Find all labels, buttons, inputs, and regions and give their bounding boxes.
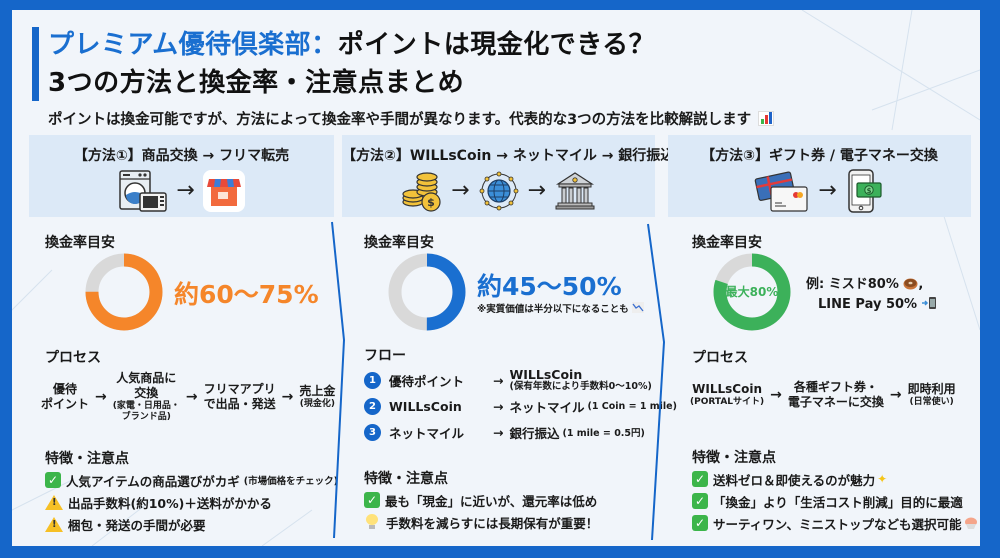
- arrow-right-icon: →: [95, 388, 107, 405]
- rate-label: 換金率目安: [364, 235, 434, 251]
- gift-card-credit-card-icon: [754, 171, 808, 212]
- chart-decreasing-icon: [632, 302, 645, 313]
- process-step: フリマアプリ で出品・発送: [203, 381, 276, 411]
- feature-item: ✓ サーティワン、ミニストップなども選択可能: [692, 512, 978, 534]
- bank-icon: [555, 172, 595, 210]
- features-label: 特徴・注意点: [692, 450, 776, 466]
- bar-chart-icon: [758, 111, 775, 126]
- arrow-right-icon: →: [493, 398, 504, 414]
- flow-label: フロー: [364, 348, 406, 364]
- svg-text:$: $: [427, 196, 435, 209]
- step-number-badge: 2: [364, 397, 381, 415]
- features-list: ✓ 最も「現金」に近いが、還元率は低め 手数料を減らすには長期保有が重要！: [364, 489, 598, 533]
- rate-value: 約45〜50%: [477, 272, 622, 301]
- process-label: プロセス: [692, 350, 748, 366]
- method-3-title: 【方法③】ギフト券 / 電子マネー交換: [701, 148, 938, 164]
- process-label: プロセス: [45, 350, 101, 366]
- step-number-badge: 3: [364, 423, 381, 441]
- method-1-header: 【方法①】商品交換 → フリマ転売 →: [29, 135, 334, 217]
- rate-value: 約60〜75%: [174, 280, 319, 309]
- subtitle: ポイントは換金可能ですが、方法によって換金率や手間が異なります。代表的な3つの方…: [48, 108, 775, 129]
- process-step: 各種ギフト券・ 電子マネーに交換: [787, 380, 884, 409]
- examples: 例: ミスド80% , LINE Pay 50%: [806, 275, 937, 315]
- check-icon: ✓: [364, 492, 380, 508]
- arrow-right-icon: →: [527, 178, 546, 203]
- method-1-title: 【方法①】商品交換 → フリマ転売: [73, 148, 290, 164]
- arrow-right-icon: →: [493, 372, 504, 388]
- arrow-right-icon: →: [451, 178, 470, 203]
- smartphone-money-icon: $: [847, 169, 882, 213]
- process-flow: 優待 ポイント → 人気商品に 交換 (家電・日用品・ ブランド品) → フリマアプリで…: [41, 371, 335, 423]
- subtitle-text: ポイントは換金可能ですが、方法によって換金率や手間が異なります。代表的な3つの方…: [48, 112, 752, 128]
- flow-step: 1 優待ポイント → WILLsCoin (保有年数により手数料0〜10%): [364, 367, 677, 393]
- features-label: 特徴・注意点: [364, 471, 448, 487]
- features-list: ✓ 送料ゼロ＆即使えるのが魅力 ✦ ✓ 「換金」より「生活コスト削減」目的に最適…: [692, 468, 978, 534]
- washing-machine-microwave-icon: [119, 170, 168, 212]
- process-step: WILLsCoin (PORTALサイト): [690, 382, 765, 408]
- title-question: ポイントは現金化できる？: [337, 30, 656, 60]
- process-step: 売上金 (現金化): [299, 383, 336, 409]
- arrow-right-icon: →: [281, 388, 294, 405]
- title-line-2: 3つの方法と換金率・注意点まとめ: [48, 68, 465, 98]
- features-label: 特徴・注意点: [45, 451, 129, 467]
- rate-donut-chart: [388, 253, 466, 331]
- infographic-frame: プレミアム優待倶楽部：ポイントは現金化できる？ 3つの方法と換金率・注意点まとめ…: [12, 10, 980, 546]
- process-flow: WILLsCoin (PORTALサイト) → 各種ギフト券・ 電子マネーに交換 →…: [690, 380, 956, 410]
- feature-item: 出品手数料(約10%)＋送料がかかる: [45, 491, 338, 513]
- process-step: 人気商品に 交換 (家電・日用品・ ブランド品): [112, 371, 180, 422]
- donut-center-label: 最大80%: [726, 284, 779, 299]
- step-number-badge: 1: [364, 371, 381, 389]
- arrow-right-icon: →: [818, 178, 837, 203]
- globe-network-icon: [479, 171, 518, 211]
- check-icon: ✓: [45, 472, 61, 488]
- flow-step: 2 WILLsCoin → ネットマイル (1 Coin = 1 mile): [364, 393, 677, 419]
- ice-cream-icon: [964, 517, 977, 529]
- method-3-panel: 【方法③】ギフト券 / 電子マネー交換 →: [668, 135, 977, 537]
- rate-note: ※実質価値は半分以下になることも: [477, 301, 645, 315]
- feature-item: 手数料を減らすには長期保有が重要！: [364, 511, 598, 533]
- features-list: ✓ 人気アイテムの商品選びがカギ (市場価格をチェック) 出品手数料(約10%)…: [45, 469, 338, 535]
- feature-item: ✓ 「換金」より「生活コスト削減」目的に最適: [692, 490, 978, 512]
- flow-step: 3 ネットマイル → 銀行振込 (1 mile = 0.5円): [364, 419, 677, 445]
- process-step: 優待 ポイント: [41, 381, 90, 411]
- coins-icon: $: [402, 172, 441, 212]
- rate-label: 換金率目安: [45, 235, 115, 251]
- feature-item: 梱包・発送の手間が必要: [45, 513, 338, 535]
- warning-icon: [45, 516, 63, 532]
- lightbulb-icon: [366, 514, 378, 530]
- arrow-right-icon: →: [889, 387, 902, 403]
- arrow-right-icon: →: [770, 387, 782, 403]
- method-3-header: 【方法③】ギフト券 / 電子マネー交換 →: [668, 135, 971, 217]
- feature-item: ✓ 最も「現金」に近いが、還元率は低め: [364, 489, 598, 511]
- method-1-panel: 【方法①】商品交換 → フリマ転売 →: [29, 135, 338, 537]
- flea-market-shop-icon: [202, 170, 245, 212]
- title-brand: プレミアム優待倶楽部：: [48, 30, 338, 60]
- sparkles-icon: ✦: [877, 472, 888, 486]
- feature-item: ✓ 人気アイテムの商品選びがカギ (市場価格をチェック): [45, 469, 338, 491]
- flow-steps: 1 優待ポイント → WILLsCoin (保有年数により手数料0〜10%) 2 …: [364, 367, 677, 445]
- rate-donut-chart: 最大80%: [713, 253, 791, 331]
- arrow-right-icon: →: [176, 178, 195, 203]
- process-step: 即時利用 (日常使い): [907, 382, 956, 408]
- feature-item: ✓ 送料ゼロ＆即使えるのが魅力 ✦: [692, 468, 978, 490]
- check-icon: ✓: [692, 493, 708, 509]
- warning-icon: [45, 494, 63, 510]
- arrow-right-icon: →: [493, 424, 504, 440]
- rate-donut-chart: [85, 253, 163, 331]
- column-divider: [331, 221, 346, 539]
- method-2-header: 【方法②】WILLsCoin → ネットマイル → 銀行振込 $ →: [342, 135, 675, 217]
- method-2-title: 【方法②】WILLsCoin → ネットマイル → 銀行振込: [342, 148, 675, 164]
- rate-label: 換金率目安: [692, 235, 762, 251]
- svg-text:$: $: [866, 187, 871, 195]
- arrow-right-icon: →: [185, 388, 198, 405]
- mobile-arrow-icon: [921, 297, 936, 309]
- check-icon: ✓: [692, 515, 708, 531]
- method-2-panel: 【方法②】WILLsCoin → ネットマイル → 銀行振込 $ →: [342, 135, 677, 537]
- column-divider: [647, 223, 666, 541]
- check-icon: ✓: [692, 471, 708, 487]
- title-accent-bar: [32, 27, 39, 101]
- donut-emoji-icon: [903, 278, 918, 290]
